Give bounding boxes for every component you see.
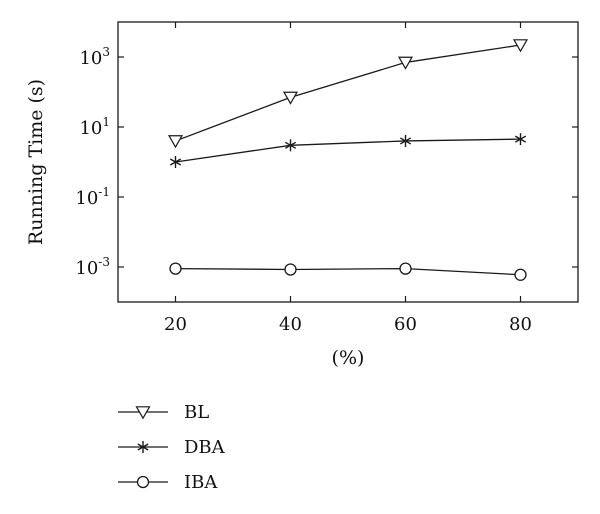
- y-tick-label--3: 10-3: [75, 255, 110, 279]
- point-bl-20: [167, 135, 184, 149]
- point-iba-60: [399, 262, 412, 275]
- x-tick-label-20: 20: [164, 314, 187, 335]
- point-bl-40: [282, 91, 299, 105]
- x-tick-label-80: 80: [509, 314, 532, 335]
- y-axis-label: Running Time (s): [25, 79, 47, 245]
- x-tick-label-40: 40: [279, 314, 302, 335]
- legend-label-bl: BL: [184, 402, 209, 423]
- legend-marker-dba: [137, 441, 149, 453]
- legend-marker-iba: [136, 475, 150, 489]
- legend-label-dba: DBA: [184, 437, 226, 458]
- point-dba-40: [284, 139, 297, 152]
- point-iba-40: [284, 263, 297, 276]
- plot-frame: [117, 21, 579, 303]
- x-tick-label-60: 60: [394, 314, 417, 335]
- series-line-iba: [175, 267, 521, 276]
- y-tick-label-3: 103: [79, 45, 110, 69]
- point-dba-20: [169, 156, 182, 168]
- series-line-bl: [175, 44, 521, 142]
- point-bl-80: [512, 39, 529, 53]
- legend-label-iba: IBA: [184, 472, 218, 493]
- point-iba-20: [169, 262, 182, 275]
- x-axis-label: (%): [332, 347, 365, 369]
- legend-marker-bl: [135, 406, 151, 420]
- point-bl-60: [397, 56, 414, 70]
- point-dba-80: [514, 133, 527, 146]
- y-tick-label-1: 101: [79, 115, 110, 139]
- point-iba-80: [514, 268, 527, 281]
- y-tick-label--1: 10-1: [75, 185, 110, 209]
- point-dba-60: [399, 134, 412, 147]
- series-line-dba: [175, 138, 521, 163]
